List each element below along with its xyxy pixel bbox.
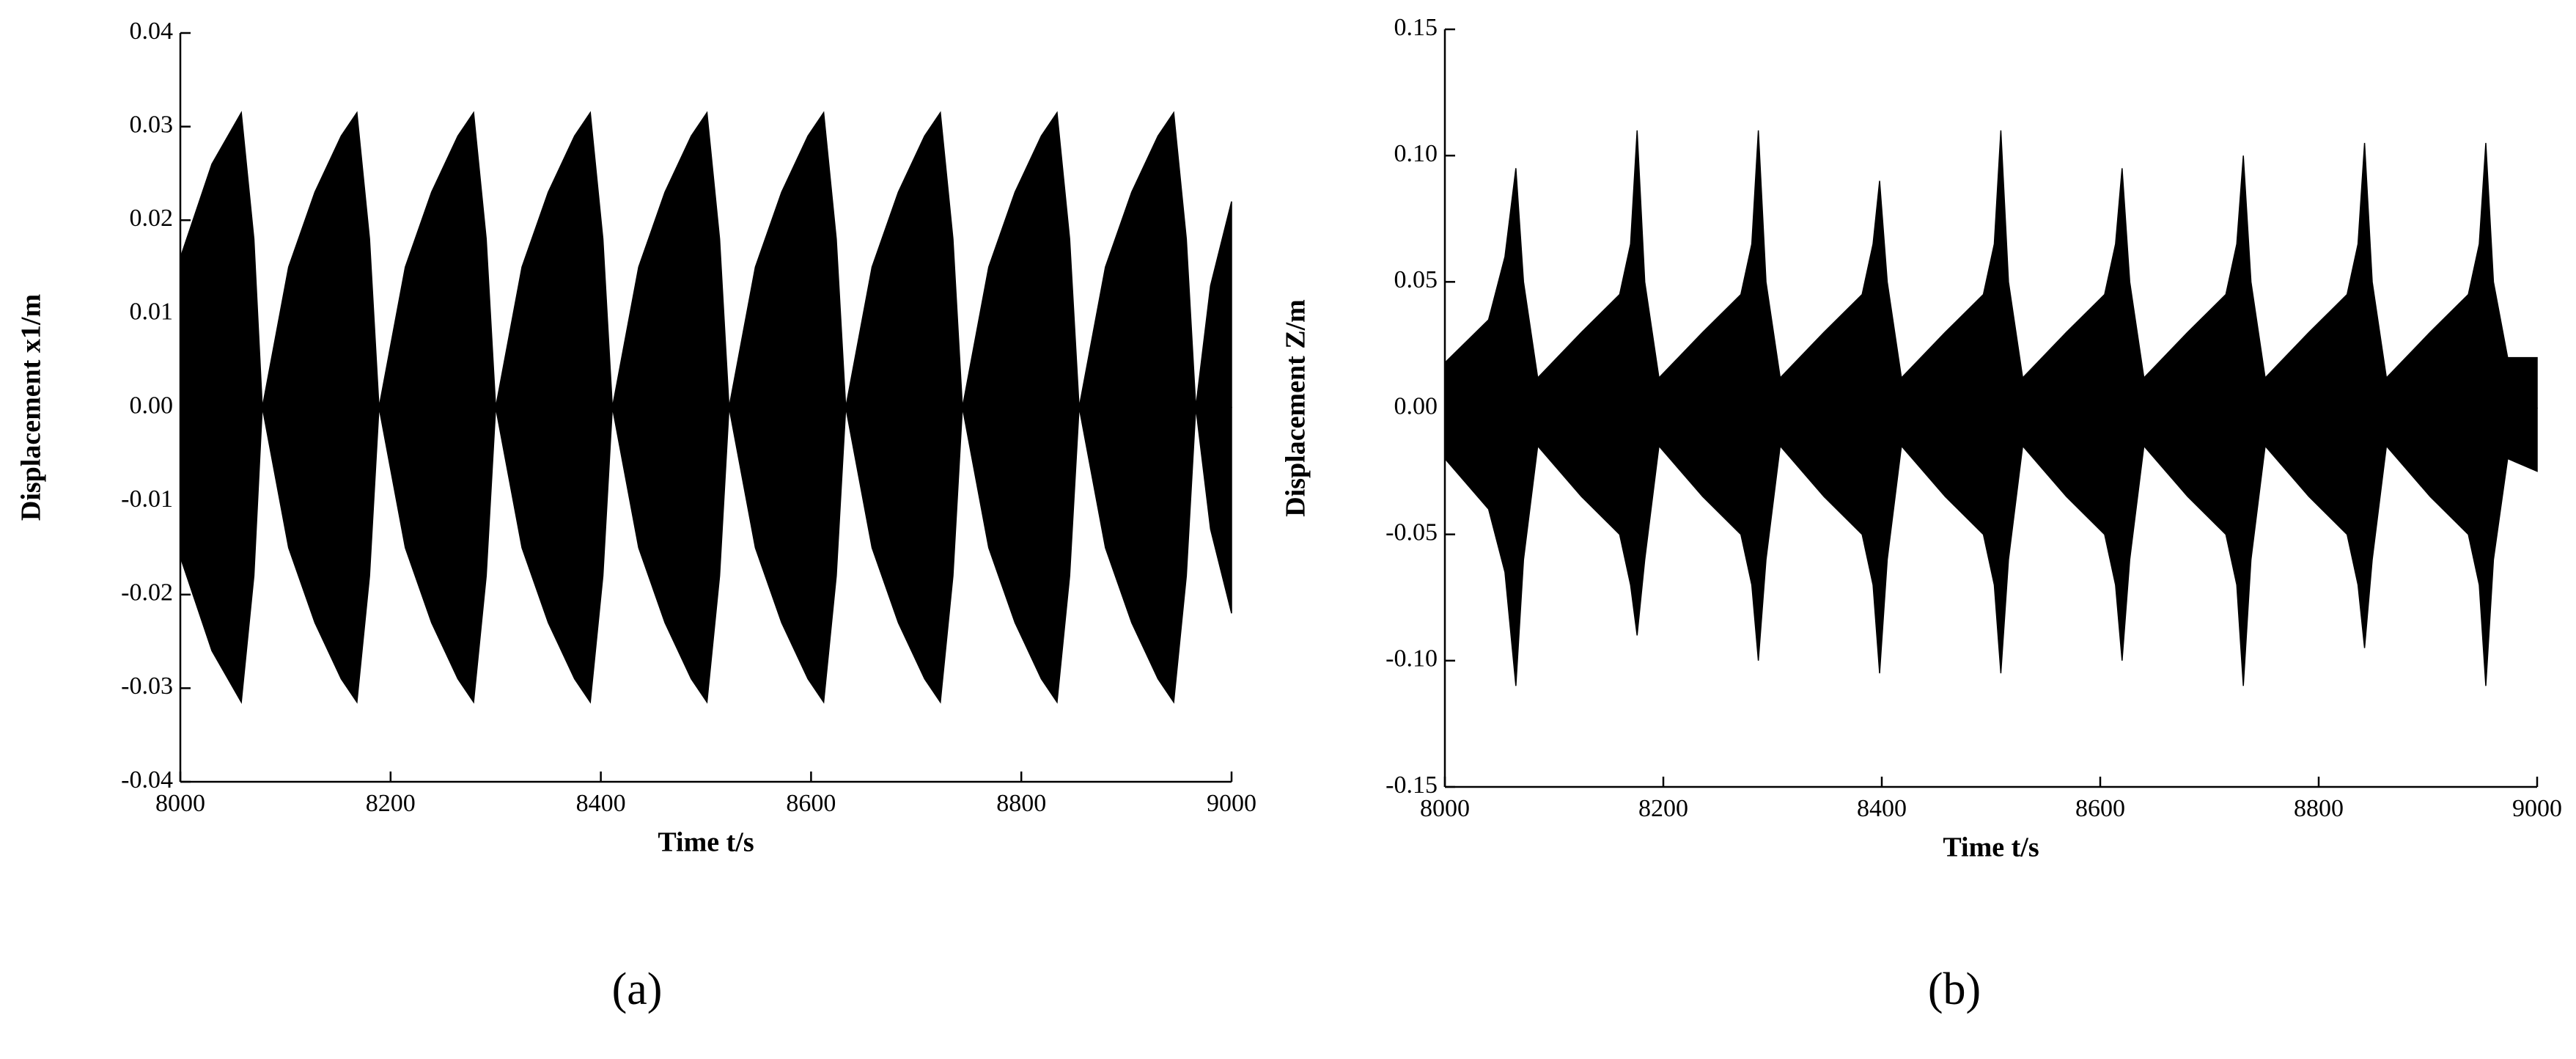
caption: (a) bbox=[612, 964, 663, 1014]
y-tick-label: -0.15 bbox=[1385, 772, 1438, 799]
x-axis-label: Time t/s bbox=[1943, 832, 2039, 863]
y-tick-label: 0.04 bbox=[130, 18, 174, 45]
y-tick-label: 0.05 bbox=[1394, 266, 1438, 293]
x-tick-label: 9000 bbox=[2512, 795, 2562, 822]
signal-area bbox=[1444, 407, 2538, 686]
y-tick-label: -0.03 bbox=[121, 673, 173, 700]
y-axis-label: Displacement Z/m bbox=[1281, 299, 1311, 517]
y-tick-label: -0.04 bbox=[121, 766, 173, 794]
x-tick-label: 8400 bbox=[1857, 795, 1907, 822]
x-tick-label: 8000 bbox=[1420, 795, 1470, 822]
signal-area bbox=[180, 111, 1232, 408]
x-tick-label: 8600 bbox=[2075, 795, 2125, 822]
y-tick-label: 0.00 bbox=[130, 392, 174, 419]
x-tick-label: 8200 bbox=[366, 790, 416, 817]
signal-area bbox=[1444, 130, 2538, 409]
x-tick-label: 8200 bbox=[1638, 795, 1688, 822]
x-axis-label: Time t/s bbox=[658, 827, 754, 858]
y-tick-label: -0.01 bbox=[121, 485, 173, 513]
y-tick-label: -0.02 bbox=[121, 579, 173, 607]
y-tick-label: 0.00 bbox=[1394, 392, 1438, 419]
y-tick-label: -0.10 bbox=[1385, 645, 1438, 673]
y-axis-label: Displacement x1/m bbox=[16, 294, 47, 521]
x-tick-label: 8600 bbox=[786, 790, 836, 817]
x-tick-label: 8400 bbox=[576, 790, 626, 817]
x-tick-label: 8800 bbox=[2294, 795, 2344, 822]
y-tick-label: 0.15 bbox=[1394, 14, 1438, 41]
y-tick-label: 0.03 bbox=[130, 111, 174, 138]
y-tick-label: 0.02 bbox=[130, 205, 174, 232]
y-tick-label: -0.05 bbox=[1385, 518, 1438, 546]
y-tick-label: 0.01 bbox=[130, 298, 174, 326]
caption: (b) bbox=[1928, 964, 1981, 1014]
y-tick-label: 0.10 bbox=[1394, 140, 1438, 167]
x-tick-label: 8000 bbox=[155, 790, 205, 817]
signal-area bbox=[180, 406, 1232, 704]
x-tick-label: 8800 bbox=[996, 790, 1046, 817]
x-tick-label: 9000 bbox=[1207, 790, 1256, 817]
